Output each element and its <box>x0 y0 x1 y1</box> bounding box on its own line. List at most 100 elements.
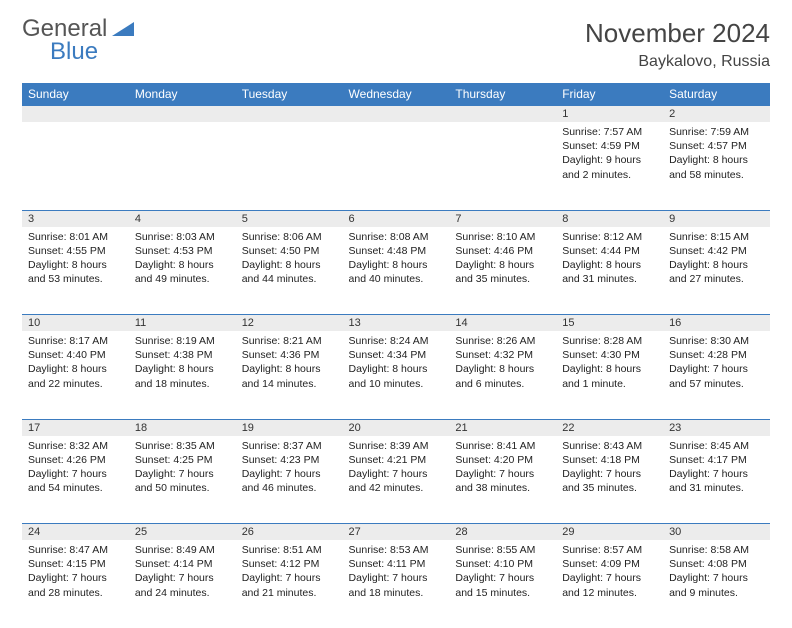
day-info-cell: Sunrise: 8:26 AMSunset: 4:32 PMDaylight:… <box>449 331 556 419</box>
day-info-cell: Sunrise: 8:41 AMSunset: 4:20 PMDaylight:… <box>449 436 556 524</box>
day-info-cell: Sunrise: 8:43 AMSunset: 4:18 PMDaylight:… <box>556 436 663 524</box>
daylight-text: Daylight: 8 hours and 18 minutes. <box>135 362 230 390</box>
day-number: 3 <box>22 211 129 227</box>
sunrise-text: Sunrise: 8:10 AM <box>455 230 550 244</box>
sunset-text: Sunset: 4:50 PM <box>242 244 337 258</box>
day-number-cell <box>236 106 343 123</box>
day-number-cell: 28 <box>449 524 556 541</box>
daylight-text: Daylight: 8 hours and 10 minutes. <box>349 362 444 390</box>
day-info-row: Sunrise: 8:17 AMSunset: 4:40 PMDaylight:… <box>22 331 770 419</box>
day-number-cell: 7 <box>449 210 556 227</box>
day-number: 26 <box>236 524 343 540</box>
sunset-text: Sunset: 4:48 PM <box>349 244 444 258</box>
day-number: 22 <box>556 420 663 436</box>
sunset-text: Sunset: 4:14 PM <box>135 557 230 571</box>
sunrise-text: Sunrise: 8:58 AM <box>669 543 764 557</box>
sunrise-text: Sunrise: 8:08 AM <box>349 230 444 244</box>
daylight-text: Daylight: 7 hours and 9 minutes. <box>669 571 764 599</box>
day-info-cell: Sunrise: 8:57 AMSunset: 4:09 PMDaylight:… <box>556 540 663 628</box>
day-info-cell: Sunrise: 8:39 AMSunset: 4:21 PMDaylight:… <box>343 436 450 524</box>
daylight-text: Daylight: 8 hours and 35 minutes. <box>455 258 550 286</box>
day-info-cell: Sunrise: 8:24 AMSunset: 4:34 PMDaylight:… <box>343 331 450 419</box>
sunrise-text: Sunrise: 8:30 AM <box>669 334 764 348</box>
day-number-cell: 8 <box>556 210 663 227</box>
day-number-cell: 17 <box>22 419 129 436</box>
day-number-cell: 3 <box>22 210 129 227</box>
daylight-text: Daylight: 8 hours and 49 minutes. <box>135 258 230 286</box>
daylight-text: Daylight: 7 hours and 46 minutes. <box>242 467 337 495</box>
day-number-cell: 16 <box>663 315 770 332</box>
day-number-cell: 13 <box>343 315 450 332</box>
sunset-text: Sunset: 4:46 PM <box>455 244 550 258</box>
day-number-cell: 5 <box>236 210 343 227</box>
day-number-cell: 9 <box>663 210 770 227</box>
daylight-text: Daylight: 8 hours and 6 minutes. <box>455 362 550 390</box>
sunrise-text: Sunrise: 8:12 AM <box>562 230 657 244</box>
day-number-cell: 27 <box>343 524 450 541</box>
sunset-text: Sunset: 4:12 PM <box>242 557 337 571</box>
sunset-text: Sunset: 4:21 PM <box>349 453 444 467</box>
daylight-text: Daylight: 8 hours and 14 minutes. <box>242 362 337 390</box>
calendar-header: Sunday Monday Tuesday Wednesday Thursday… <box>22 83 770 106</box>
sunrise-text: Sunrise: 8:39 AM <box>349 439 444 453</box>
sunrise-text: Sunrise: 8:03 AM <box>135 230 230 244</box>
sunset-text: Sunset: 4:25 PM <box>135 453 230 467</box>
day-info-cell: Sunrise: 8:08 AMSunset: 4:48 PMDaylight:… <box>343 227 450 315</box>
day-number: 17 <box>22 420 129 436</box>
sunset-text: Sunset: 4:42 PM <box>669 244 764 258</box>
day-number-cell: 14 <box>449 315 556 332</box>
daylight-text: Daylight: 7 hours and 31 minutes. <box>669 467 764 495</box>
logo-triangle-icon <box>112 18 134 39</box>
sunrise-text: Sunrise: 8:41 AM <box>455 439 550 453</box>
daylight-text: Daylight: 7 hours and 54 minutes. <box>28 467 123 495</box>
day-info-cell: Sunrise: 8:55 AMSunset: 4:10 PMDaylight:… <box>449 540 556 628</box>
sunset-text: Sunset: 4:59 PM <box>562 139 657 153</box>
day-number: 10 <box>22 315 129 331</box>
sunset-text: Sunset: 4:36 PM <box>242 348 337 362</box>
day-number-cell: 23 <box>663 419 770 436</box>
day-info-cell <box>22 122 129 210</box>
day-number: 19 <box>236 420 343 436</box>
day-info-cell: Sunrise: 8:37 AMSunset: 4:23 PMDaylight:… <box>236 436 343 524</box>
day-info-cell: Sunrise: 8:28 AMSunset: 4:30 PMDaylight:… <box>556 331 663 419</box>
day-number <box>343 106 450 110</box>
day-number: 11 <box>129 315 236 331</box>
day-info-cell: Sunrise: 8:10 AMSunset: 4:46 PMDaylight:… <box>449 227 556 315</box>
logo: General Blue <box>22 18 134 64</box>
sunset-text: Sunset: 4:30 PM <box>562 348 657 362</box>
daylight-text: Daylight: 7 hours and 42 minutes. <box>349 467 444 495</box>
day-number-cell: 2 <box>663 106 770 123</box>
day-number: 25 <box>129 524 236 540</box>
sunset-text: Sunset: 4:28 PM <box>669 348 764 362</box>
weekday-header: Saturday <box>663 83 770 106</box>
sunset-text: Sunset: 4:53 PM <box>135 244 230 258</box>
day-number <box>449 106 556 110</box>
weekday-header: Wednesday <box>343 83 450 106</box>
day-info-cell: Sunrise: 8:51 AMSunset: 4:12 PMDaylight:… <box>236 540 343 628</box>
day-number-cell: 21 <box>449 419 556 436</box>
day-number: 14 <box>449 315 556 331</box>
day-info-cell: Sunrise: 8:35 AMSunset: 4:25 PMDaylight:… <box>129 436 236 524</box>
day-info-cell: Sunrise: 8:12 AMSunset: 4:44 PMDaylight:… <box>556 227 663 315</box>
daylight-text: Daylight: 7 hours and 24 minutes. <box>135 571 230 599</box>
day-number: 20 <box>343 420 450 436</box>
day-number: 27 <box>343 524 450 540</box>
day-number-cell: 15 <box>556 315 663 332</box>
day-number-cell: 11 <box>129 315 236 332</box>
month-title: November 2024 <box>585 18 770 49</box>
sunrise-text: Sunrise: 8:21 AM <box>242 334 337 348</box>
day-number: 23 <box>663 420 770 436</box>
sunrise-text: Sunrise: 8:45 AM <box>669 439 764 453</box>
day-info-cell: Sunrise: 7:57 AMSunset: 4:59 PMDaylight:… <box>556 122 663 210</box>
day-number-cell <box>129 106 236 123</box>
daylight-text: Daylight: 7 hours and 57 minutes. <box>669 362 764 390</box>
day-number: 9 <box>663 211 770 227</box>
daylight-text: Daylight: 7 hours and 18 minutes. <box>349 571 444 599</box>
sunrise-text: Sunrise: 8:24 AM <box>349 334 444 348</box>
sunset-text: Sunset: 4:10 PM <box>455 557 550 571</box>
sunrise-text: Sunrise: 8:15 AM <box>669 230 764 244</box>
day-number-cell: 25 <box>129 524 236 541</box>
sunset-text: Sunset: 4:38 PM <box>135 348 230 362</box>
sunrise-text: Sunrise: 8:57 AM <box>562 543 657 557</box>
day-number-row: 24252627282930 <box>22 524 770 541</box>
